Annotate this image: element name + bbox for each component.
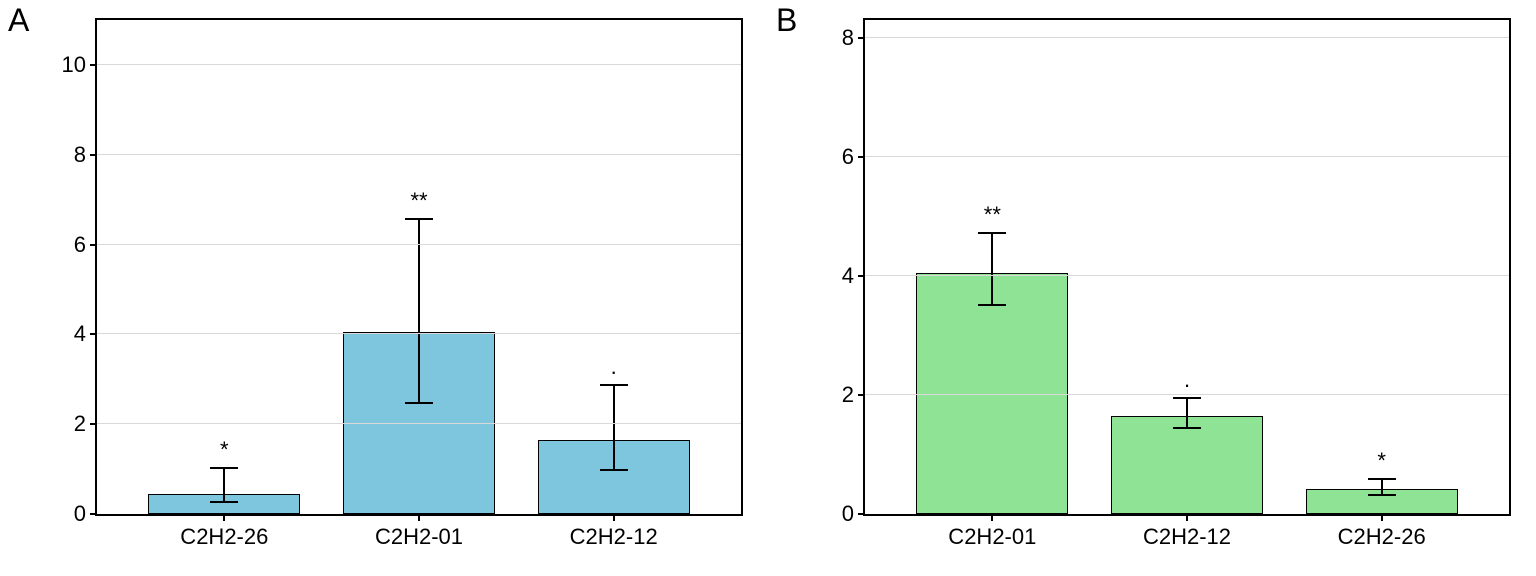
- error-cap-bottom: [978, 304, 1006, 306]
- significance-marker: **: [410, 188, 427, 214]
- x-tick-label: C2H2-01: [948, 524, 1036, 550]
- y-tick-label: 6: [842, 144, 854, 170]
- panel-b-plot: Average Fold Change **C2H2-01.C2H2-12*C2…: [863, 18, 1511, 516]
- y-tick: 6: [74, 232, 97, 258]
- gridline: [865, 394, 1509, 395]
- gridline: [97, 64, 741, 65]
- y-tick-label: 10: [62, 52, 86, 78]
- x-tick: [991, 514, 993, 521]
- significance-marker: **: [984, 202, 1001, 228]
- significance-marker: .: [1184, 367, 1190, 393]
- y-tick-mark: [90, 64, 97, 66]
- panel-b: B Average Fold Change **C2H2-01.C2H2-12*…: [768, 0, 1536, 576]
- y-tick-label: 2: [842, 382, 854, 408]
- error-cap-top: [600, 384, 628, 386]
- x-tick: [613, 514, 615, 521]
- y-tick: 6: [842, 144, 865, 170]
- error-cap-top: [405, 218, 433, 220]
- panel-a-label: A: [8, 2, 29, 39]
- y-tick: 8: [74, 142, 97, 168]
- y-tick: 4: [74, 321, 97, 347]
- error-cap-bottom: [1173, 427, 1201, 429]
- gridline: [97, 423, 741, 424]
- bar-group: .C2H2-12: [1090, 20, 1285, 514]
- y-tick: 0: [842, 501, 865, 527]
- y-tick-mark: [858, 275, 865, 277]
- y-tick: 2: [74, 411, 97, 437]
- y-tick-label: 0: [74, 501, 86, 527]
- y-tick-label: 0: [842, 501, 854, 527]
- y-tick-mark: [858, 156, 865, 158]
- gridline: [865, 37, 1509, 38]
- y-tick-mark: [90, 423, 97, 425]
- gridline: [865, 275, 1509, 276]
- x-tick-label: C2H2-12: [570, 524, 658, 550]
- y-tick-label: 4: [842, 263, 854, 289]
- x-tick-label: C2H2-01: [375, 524, 463, 550]
- gridline: [97, 333, 741, 334]
- y-tick-label: 2: [74, 411, 86, 437]
- error-cap-bottom: [210, 501, 238, 503]
- y-tick-label: 6: [74, 232, 86, 258]
- bar-group: *C2H2-26: [1284, 20, 1479, 514]
- bar-group: .C2H2-12: [516, 20, 711, 514]
- y-tick-mark: [90, 244, 97, 246]
- y-tick-mark: [90, 333, 97, 335]
- error-bar: [418, 220, 420, 404]
- y-tick: 0: [74, 501, 97, 527]
- y-tick-mark: [90, 154, 97, 156]
- x-tick-label: C2H2-26: [1338, 524, 1426, 550]
- panel-a: A Average Fold Change *C2H2-26**C2H2-01.…: [0, 0, 768, 576]
- x-tick: [1186, 514, 1188, 521]
- panel-b-plot-area: **C2H2-01.C2H2-12*C2H2-26 02468: [863, 18, 1511, 516]
- error-cap-top: [1368, 478, 1396, 480]
- gridline: [97, 154, 741, 155]
- y-tick: 2: [842, 382, 865, 408]
- significance-marker: .: [611, 354, 617, 380]
- y-tick-mark: [858, 394, 865, 396]
- y-tick: 8: [842, 25, 865, 51]
- error-cap-bottom: [405, 402, 433, 404]
- y-tick-label: 8: [74, 142, 86, 168]
- error-bar: [991, 234, 993, 305]
- panel-b-bars: **C2H2-01.C2H2-12*C2H2-26: [865, 20, 1509, 514]
- y-tick: 4: [842, 263, 865, 289]
- error-cap-top: [978, 232, 1006, 234]
- error-bar: [613, 386, 615, 471]
- x-tick-label: C2H2-26: [180, 524, 268, 550]
- bar: [1111, 416, 1263, 514]
- x-tick-label: C2H2-12: [1143, 524, 1231, 550]
- error-bar: [223, 469, 225, 503]
- gridline: [865, 156, 1509, 157]
- y-tick-mark: [858, 37, 865, 39]
- significance-marker: *: [220, 437, 229, 463]
- panel-a-plot: Average Fold Change *C2H2-26**C2H2-01.C2…: [95, 18, 743, 516]
- y-tick-mark: [858, 513, 865, 515]
- bar-group: *C2H2-26: [127, 20, 322, 514]
- significance-marker: *: [1377, 448, 1386, 474]
- error-cap-bottom: [600, 469, 628, 471]
- panel-a-bars: *C2H2-26**C2H2-01.C2H2-12: [97, 20, 741, 514]
- bar-group: **C2H2-01: [895, 20, 1090, 514]
- bar-group: **C2H2-01: [322, 20, 517, 514]
- error-cap-top: [210, 467, 238, 469]
- figure-container: A Average Fold Change *C2H2-26**C2H2-01.…: [0, 0, 1536, 576]
- x-tick: [1381, 514, 1383, 521]
- panel-a-plot-area: *C2H2-26**C2H2-01.C2H2-12 0246810: [95, 18, 743, 516]
- x-tick: [223, 514, 225, 521]
- error-cap-bottom: [1368, 494, 1396, 496]
- error-bar: [1186, 399, 1188, 429]
- y-tick-mark: [90, 513, 97, 515]
- x-tick: [418, 514, 420, 521]
- y-tick-label: 4: [74, 321, 86, 347]
- gridline: [97, 244, 741, 245]
- y-tick: 10: [62, 52, 97, 78]
- panel-b-label: B: [776, 2, 797, 39]
- y-tick-label: 8: [842, 25, 854, 51]
- error-cap-top: [1173, 397, 1201, 399]
